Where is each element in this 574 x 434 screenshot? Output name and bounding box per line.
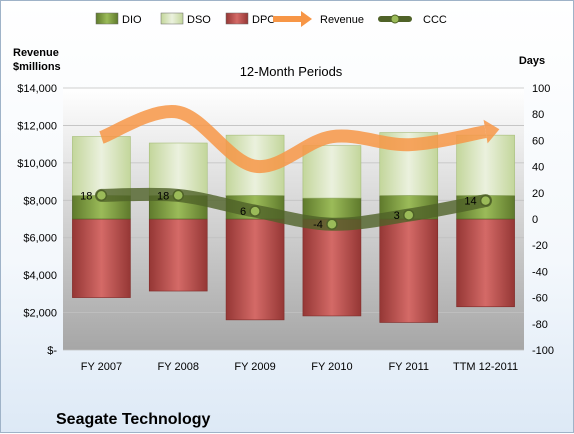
bar-dpo xyxy=(456,218,515,308)
x-axis-tick-label: FY 2011 xyxy=(388,361,429,373)
legend-swatch-ccc-marker xyxy=(390,14,400,24)
bar-dpo xyxy=(302,218,362,317)
right-axis-tick-label: 20 xyxy=(532,188,544,200)
legend-swatch-dio xyxy=(95,12,119,25)
ccc-data-label: 6 xyxy=(240,206,246,218)
legend-label: Revenue xyxy=(320,14,364,26)
left-axis-tick-label: $- xyxy=(47,345,57,357)
left-axis-label-line1: Revenue xyxy=(13,47,59,59)
right-axis-tick-label: -40 xyxy=(532,266,548,278)
right-axis-tick-label: -20 xyxy=(532,240,548,252)
bar-dso xyxy=(72,136,131,196)
left-axis-label-line2: $millions xyxy=(13,61,61,73)
x-axis-tick-label: FY 2010 xyxy=(311,361,352,373)
left-axis-tick-label: $12,000 xyxy=(17,120,57,132)
ccc-data-label: 18 xyxy=(157,190,169,202)
ccc-data-label: 14 xyxy=(464,196,476,208)
ccc-data-label: -4 xyxy=(313,219,323,231)
bar-dpo xyxy=(72,218,131,298)
bar-dpo xyxy=(148,218,208,292)
left-axis-tick-label: $6,000 xyxy=(23,233,57,245)
ccc-point xyxy=(403,209,415,221)
chart-title: 12-Month Periods xyxy=(240,64,343,79)
x-axis-tick-label: FY 2009 xyxy=(234,361,275,373)
bar-dpo xyxy=(379,218,439,323)
right-axis-tick-label: 100 xyxy=(532,83,550,95)
legend-label: DIO xyxy=(122,14,142,26)
legend-swatch-dso xyxy=(160,12,184,25)
ccc-point xyxy=(326,218,338,230)
legend-label: CCC xyxy=(423,14,447,26)
ccc-data-label: 18 xyxy=(80,190,92,202)
ccc-point xyxy=(95,189,108,202)
company-name: Seagate Technology xyxy=(56,411,211,428)
bar-dso xyxy=(456,134,515,196)
ccc-data-labels: 18 18 6 -4 3 14 xyxy=(80,190,476,231)
legend: DIO DSO DPO Revenue CCC xyxy=(95,11,447,27)
right-axis-tick-label: 60 xyxy=(532,135,544,147)
left-axis-tick-label: $2,000 xyxy=(23,308,57,320)
ccc-point xyxy=(479,194,492,207)
revenue-series xyxy=(99,105,500,173)
right-axis-tick-label: -80 xyxy=(532,319,548,331)
revenue-arrowhead xyxy=(483,119,500,144)
ccc-data-label: 3 xyxy=(394,210,400,222)
left-axis-tick-label: $10,000 xyxy=(17,158,57,170)
left-axis-ticks: $- $2,000 $4,000 $6,000 $8,000 $10,000 $12,000… xyxy=(17,83,57,357)
right-axis-tick-label: -60 xyxy=(532,293,548,305)
legend-label: DSO xyxy=(187,14,211,26)
bar-dpo xyxy=(225,218,285,321)
legend-swatch-revenue-head xyxy=(301,11,312,27)
bar-dso xyxy=(148,142,208,196)
bar-dso xyxy=(302,145,362,199)
ccc-series xyxy=(94,187,493,231)
x-axis-tick-label: TTM 12-2011 xyxy=(453,361,518,373)
right-axis-label: Days xyxy=(519,55,545,67)
ccc-point xyxy=(249,205,261,217)
ccc-line xyxy=(94,187,493,231)
revenue-line xyxy=(99,105,487,173)
right-axis-ticks: -100 -80 -60 -40 -20 0 20 40 60 80 100 xyxy=(532,83,554,357)
x-axis-tick-label: FY 2008 xyxy=(158,361,199,373)
legend-swatch-dpo xyxy=(225,12,249,25)
right-axis-tick-label: 0 xyxy=(532,214,538,226)
right-axis-tick-label: -100 xyxy=(532,345,554,357)
gridlines xyxy=(63,87,524,351)
right-axis-tick-label: 40 xyxy=(532,162,544,174)
left-axis-tick-label: $8,000 xyxy=(23,195,57,207)
right-axis-tick-label: 80 xyxy=(532,109,544,121)
x-axis-ticks: FY 2007 FY 2008 FY 2009 FY 2010 FY 2011 TTM 1… xyxy=(81,361,518,373)
left-axis-tick-label: $4,000 xyxy=(23,270,57,282)
left-axis-tick-label: $14,000 xyxy=(17,83,57,95)
legend-label: DPO xyxy=(252,14,276,26)
ccc-point xyxy=(172,189,184,202)
x-axis-tick-label: FY 2007 xyxy=(81,361,122,373)
